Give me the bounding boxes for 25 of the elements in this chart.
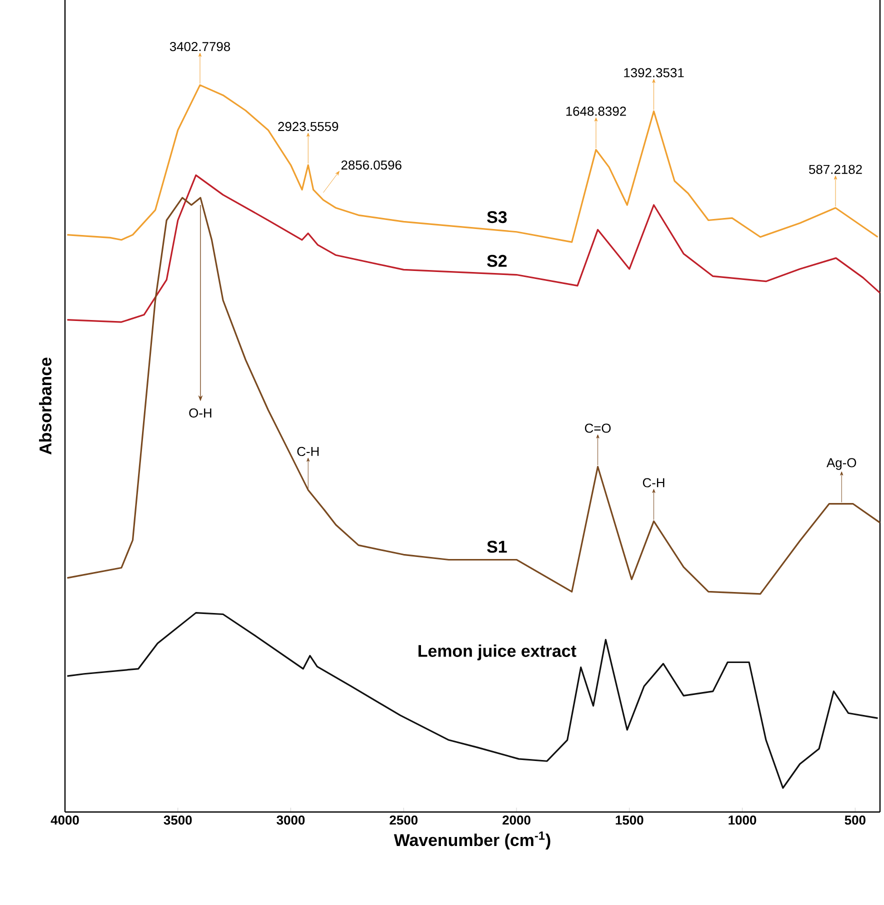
x-tick-label: 1500 xyxy=(616,816,644,825)
annotation: C-H xyxy=(642,478,664,488)
x-tick-label: 2500 xyxy=(390,816,418,825)
x-tick-label: 1000 xyxy=(728,816,756,825)
series-label: S1 xyxy=(487,540,507,553)
x-tick-label: 3500 xyxy=(164,816,192,825)
annotation: 2856.0596 xyxy=(341,160,402,170)
annotation: O-H xyxy=(189,408,212,418)
series-label: S3 xyxy=(487,211,507,224)
series-label: S2 xyxy=(487,254,507,267)
annotation: 1648.8392 xyxy=(566,106,626,116)
annotation: 1392.3531 xyxy=(624,68,684,78)
x-tick-label: 3000 xyxy=(276,816,305,825)
y-axis-title: Absorbance xyxy=(39,358,52,455)
annotation: 3402.7798 xyxy=(170,42,230,52)
x-axis-title: Wavenumber (cm$^{-1}$) xyxy=(394,832,550,850)
series-label: Lemon juice extract xyxy=(418,644,576,660)
annotation: 2923.5559 xyxy=(278,122,338,132)
annotation: 587.2182 xyxy=(809,164,862,174)
x-tick-label: 4000 xyxy=(50,816,79,825)
annotation: Ag-O xyxy=(826,458,856,470)
annotation: C-H xyxy=(297,446,319,456)
annotation: C=O xyxy=(584,424,611,433)
x-tick-label: 500 xyxy=(844,816,866,825)
x-tick-label: 2000 xyxy=(502,816,530,825)
